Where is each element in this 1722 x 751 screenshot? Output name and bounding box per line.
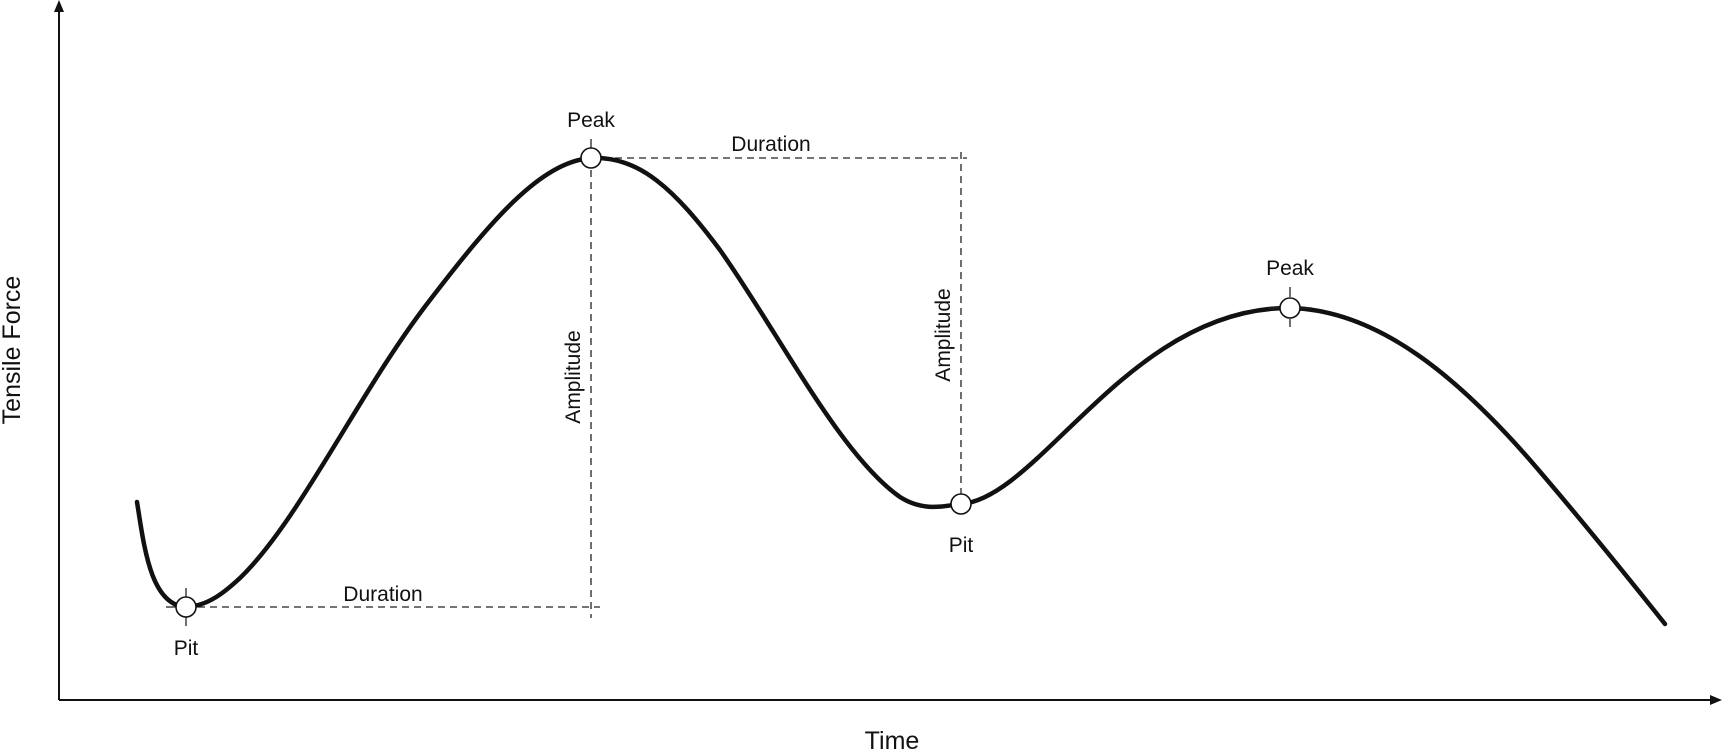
peak-marker-2 [1268,287,1312,327]
pit-point-icon [950,493,972,515]
amplitude-label-2: Amplitude [932,288,955,381]
y-axis-title: Tensile Force [0,276,26,425]
peak-point-icon [580,147,602,169]
amplitude-label-1: Amplitude [562,330,585,423]
x-axis-arrow-icon [1710,695,1722,705]
peak-label-2: Peak [1266,257,1314,280]
y-axis-arrow-icon [54,0,64,12]
peak-point-icon [1279,297,1301,319]
pit-label-1: Pit [174,637,199,660]
pit-marker-1 [166,588,197,626]
peak-label-1: Peak [567,109,615,132]
dashed-guides [186,152,967,618]
pit-label-2: Pit [949,534,974,557]
duration-label-2: Duration [731,133,810,156]
x-axis-title: Time [865,727,920,751]
pit-marker-2 [950,493,972,515]
peak-marker-1 [580,139,602,169]
pit-point-icon [175,596,197,618]
axes [54,0,1722,705]
tensile-force-curve [134,155,1668,627]
duration-label-1: Duration [343,583,422,606]
